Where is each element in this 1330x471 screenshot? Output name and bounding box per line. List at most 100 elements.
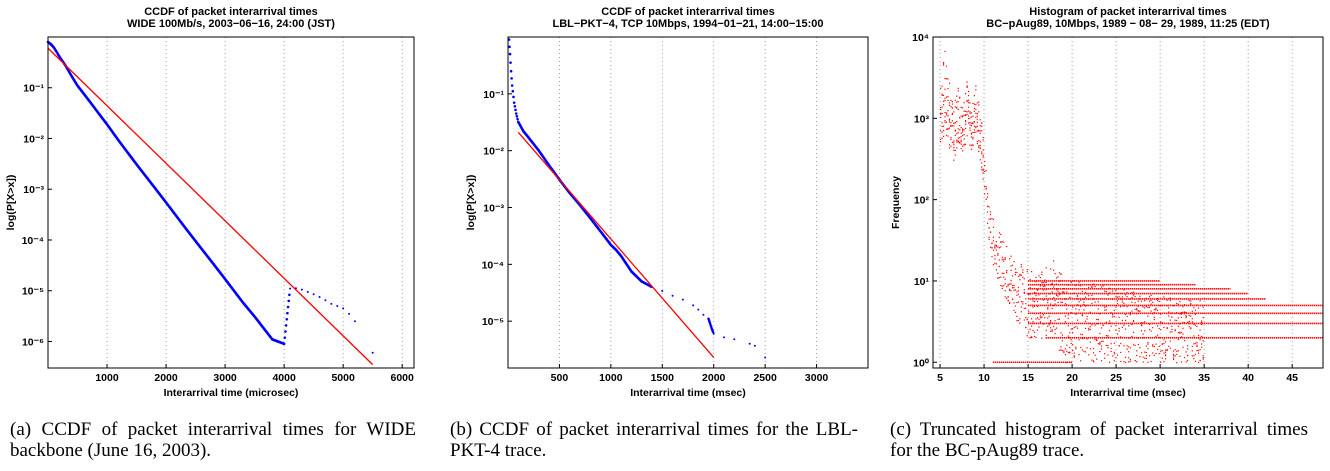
histogram-point [1108,292,1111,294]
x-axis-label: Interarrival time (msec) [630,387,746,399]
histogram-point [953,147,955,149]
histogram-point [1055,289,1058,291]
histogram-point [960,136,962,138]
histogram-point [1038,294,1040,296]
histogram-point [1150,303,1152,305]
data-point [283,336,287,339]
histogram-point [941,94,943,96]
histogram-point [978,104,980,106]
histogram-point [1148,296,1151,298]
histogram-point [1164,354,1167,356]
histogram-point [1032,321,1034,323]
histogram-point [1084,291,1087,294]
histogram-point [1064,353,1066,356]
histogram-point [997,254,999,256]
histogram-point [954,122,956,124]
histogram-point [1057,318,1059,320]
histogram-point [973,110,975,112]
histogram-point [1004,296,1006,298]
data-point [336,304,339,307]
histogram-point [1134,344,1136,346]
plot-frame [47,36,415,369]
histogram-point [969,129,971,131]
histogram-point [1100,327,1103,329]
histogram-point [1017,275,1020,277]
histogram-point [1112,290,1114,292]
histogram-point [944,116,946,118]
histogram-point [1032,329,1034,332]
y-tick-label: 10⁻⁵ [482,316,504,328]
histogram-point [997,253,999,255]
histogram-point [992,218,995,220]
histogram-point [1019,275,1021,277]
histogram-point [960,140,962,143]
histogram-point [1116,333,1119,335]
histogram-point [967,102,970,104]
histogram-point [1164,355,1167,357]
histogram-point [1042,314,1044,316]
histogram-point [1083,298,1085,300]
x-tick-label: 1000 [95,372,119,384]
histogram-point [984,170,986,173]
histogram-point [950,145,952,147]
histogram-point [1029,278,1031,281]
histogram-point [1086,315,1088,318]
histogram-point [945,134,948,136]
histogram-point [1094,336,1096,338]
histogram-point [1053,260,1055,262]
histogram-point [1197,361,1200,364]
histogram-point [1156,299,1159,302]
histogram-point [960,147,962,150]
histogram-point [948,127,951,129]
histogram-point [982,172,984,174]
histogram-point [1113,315,1115,318]
histogram-point [1019,322,1021,324]
histogram-point [1031,318,1033,320]
histogram-point [1076,304,1079,306]
histogram-point [942,63,945,65]
x-tick-label: 3000 [805,372,829,384]
caption-b-label: (b) [450,419,473,440]
histogram-point [994,246,996,248]
y-axis-label: log(P[X>x]) [5,175,17,231]
histogram-point [945,121,948,123]
histogram-point [1145,355,1147,357]
histogram-point [979,119,981,121]
histogram-point [1099,332,1101,334]
x-tick-label: 2500 [753,372,777,384]
histogram-point [1163,342,1165,345]
histogram-point [967,122,970,124]
histogram-point [1020,311,1022,313]
caption-b: (b) CCDF of packet interarrival times fo… [450,419,858,461]
histogram-point [1177,317,1179,319]
histogram-point [1066,308,1068,310]
histogram-point [975,85,977,87]
histogram-point [1152,352,1154,354]
histogram-point [1044,281,1046,283]
histogram-point [1038,326,1040,328]
histogram-point [1088,286,1090,288]
histogram-point [1105,344,1107,347]
histogram-point [1091,286,1093,289]
histogram-point [1128,361,1130,363]
histogram-point [941,85,943,87]
x-tick-label: 6000 [391,372,415,384]
caption-c-label: (c) [890,419,912,440]
histogram-point [1139,310,1141,312]
histogram-point [1053,297,1055,299]
histogram-point [1017,286,1020,289]
histogram-point [1023,289,1025,291]
histogram-point [1131,335,1133,338]
histogram-point [1089,341,1091,343]
histogram-point [1115,325,1117,327]
x-tick-label: 2000 [154,372,178,384]
histogram-point [942,104,945,106]
histogram-point [1126,295,1128,298]
histogram-point [998,259,1000,261]
histogram-point [975,104,977,106]
chart-bc-histogram: Histogram of packet interarrival times BC… [885,0,1330,471]
histogram-point [1067,325,1069,327]
histogram-point [1158,327,1160,330]
histogram-point [1001,241,1003,243]
histogram-point [1084,327,1087,330]
